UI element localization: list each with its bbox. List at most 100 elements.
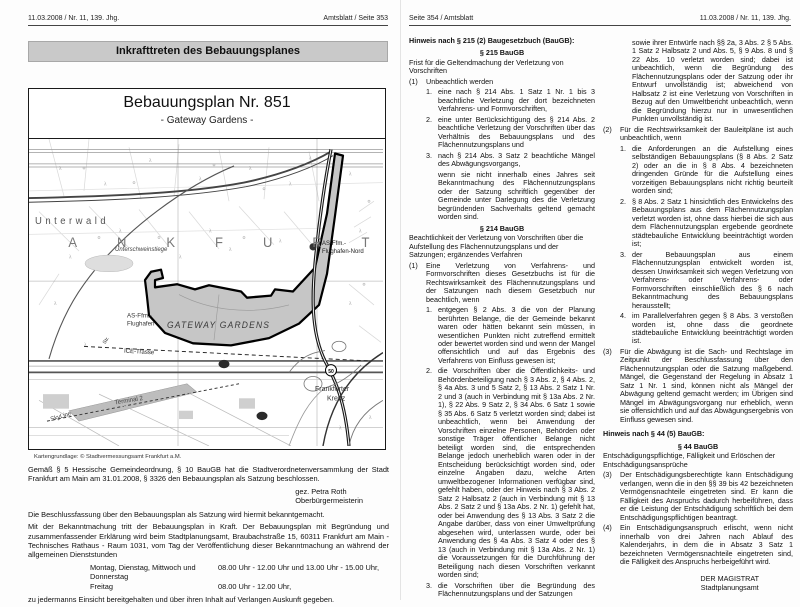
- header-date: 11.03.2008 / Nr. 11, 139. Jhg.: [28, 15, 120, 22]
- city-map: λ λ λ λ λ λ λ λ λ λ λ λ λ λ λ λ λ λ λ λ: [29, 139, 383, 446]
- hinweis-215-heading: Hinweis nach § 215 (2) Baugesetzbuch (Ba…: [409, 36, 575, 45]
- page-header: 11.03.2008 / Nr. 11, 139. Jhg. Amtsblatt…: [28, 15, 388, 26]
- item-number: 4.: [620, 311, 626, 321]
- map-texture: [29, 139, 383, 343]
- svg-text:λ: λ: [309, 156, 312, 162]
- svg-text:λ: λ: [84, 342, 87, 348]
- interchange-ramps: [288, 340, 362, 392]
- rail-line: [29, 150, 334, 203]
- closing-paragraph: zu jedermanns Einsicht bereitgehalten un…: [28, 594, 335, 604]
- list-item: 2. § 8 Abs. 2 Satz 1 hinsichtlich des En…: [620, 196, 793, 249]
- svg-text:λ: λ: [369, 415, 372, 421]
- resolution-paragraph: Gemäß § 5 Hessische Gemeindeordnung, § 1…: [28, 465, 389, 484]
- unterschweinstiege-area: [84, 254, 134, 273]
- ice-track: [83, 345, 370, 362]
- map-label-kreuz-1: Frankfurter: [315, 385, 350, 393]
- map-label-as-ffm-2: Flughafen: [127, 321, 155, 328]
- svg-text:λ: λ: [104, 182, 107, 188]
- svg-text:λ: λ: [179, 254, 182, 260]
- item-number: 1.: [426, 87, 432, 97]
- map-label-skyline: SkyLine: [50, 410, 73, 423]
- paragraph-text: Für die Abwägung ist die Sach- und Recht…: [620, 346, 793, 424]
- svg-text:λ: λ: [229, 247, 232, 253]
- map-label-unterschweinstiege: Unterschweinstiege: [115, 246, 168, 253]
- paragraph-number: (3): [603, 346, 612, 356]
- section-214-subtitle: Beachtlichkeit der Verletzung von Vorsch…: [409, 233, 584, 260]
- list-item: 2. die Vorschriften über die Öffentlichk…: [426, 367, 595, 579]
- effective-paragraph: Mit der Bekanntmachung tritt der Bebauun…: [28, 522, 389, 560]
- item-text: der Bebauungsplan aus einem Flächennutzu…: [632, 249, 793, 310]
- route-badge-50: 50: [325, 364, 337, 377]
- map-label-str: Str.: [102, 336, 111, 346]
- item-number: 3.: [426, 150, 432, 160]
- paragraph-text: Ein Entschädigungsanspruch erlischt, wen…: [620, 523, 793, 567]
- item-text: § 8 Abs. 2 Satz 1 hinsichtlich des Entwi…: [632, 196, 793, 249]
- left-page-body: Gemäß § 5 Hessische Gemeindeordnung, § 1…: [28, 465, 389, 607]
- list-item: 1. entgegen § 2 Abs. 3 die von der Planu…: [426, 305, 595, 365]
- list-item: 3. der Bebauungsplan aus einem Flächennu…: [620, 249, 793, 310]
- opening-hours-time: 08.00 Uhr - 12.00 Uhr und 13.00 Uhr - 15…: [218, 562, 380, 572]
- section-44-title: § 44 BauGB: [677, 441, 719, 451]
- column-1: Hinweis nach § 215 (2) Baugesetzbuch (Ba…: [409, 36, 595, 601]
- header-date: 11.03.2008 / Nr. 11, 139. Jhg.: [699, 15, 791, 22]
- list-item: 3. nach § 214 Abs. 3 Satz 2 beachtliche …: [426, 150, 595, 169]
- magistrat-block: DER MAGISTRAT Stadtplanungsamt: [700, 574, 759, 593]
- item-text: nach § 214 Abs. 3 Satz 2 beachtliche Män…: [438, 150, 595, 169]
- section-44-subtitle: Entschädigungspflichtige, Fälligkeit und…: [603, 451, 776, 469]
- list-item: 3. die Vorschriften über die Begründung …: [426, 580, 595, 599]
- paragraph-number: (2): [603, 124, 612, 134]
- list-item: 4. im Parallelverfahren gegen § 8 Abs. 3…: [620, 311, 793, 346]
- svg-text:λ: λ: [59, 166, 62, 172]
- item-text: entgegen § 2 Abs. 3 die von der Planung …: [438, 305, 595, 365]
- map-label-gateway-gardens: GATEWAY GARDENS: [167, 320, 270, 330]
- svg-text:λ: λ: [199, 176, 202, 182]
- map-caption: Kartengrundlage: © Stadtvermessungsamt F…: [34, 454, 182, 460]
- item-text: die Anforderungen an die Aufstellung ein…: [632, 143, 793, 196]
- signature-block: gez. Petra Roth Oberbürgermeisterin: [295, 487, 363, 506]
- header-pagenumber: Amtsblatt / Seite 353: [323, 15, 388, 22]
- paragraph-text: Eine Verletzung von Verfahrens- und Form…: [426, 260, 595, 304]
- map-title-block: Bebauungsplan Nr. 851 - Gateway Gardens …: [29, 89, 385, 139]
- map-label-ice-trasse: ICE-Trasse: [124, 348, 155, 357]
- item-number: 2.: [426, 366, 432, 376]
- paragraph-text: Für die Rechtswirksamkeit der Bauleitplä…: [620, 124, 793, 143]
- top-roads: [29, 148, 383, 168]
- map-subtitle: - Gateway Gardens -: [160, 115, 254, 126]
- map-title: Bebauungsplan Nr. 851: [123, 94, 291, 111]
- svg-text:λ: λ: [69, 254, 72, 260]
- paragraph-number: (1): [409, 260, 418, 270]
- frankfurter-kreuz-curves: [288, 352, 383, 446]
- list-item: 1. eine nach § 214 Abs. 1 Satz 1 Nr. 1 b…: [426, 87, 595, 114]
- svg-text:λ: λ: [359, 228, 362, 234]
- opening-hours-time: 08.00 Uhr - 12.00 Uhr,: [218, 582, 292, 592]
- plan-area-polygon: [143, 152, 345, 347]
- svg-text:λ: λ: [119, 228, 122, 234]
- paragraph-text: Unbeachtlich werden: [426, 76, 494, 86]
- map-label-kreuz-2: Kreuz: [327, 394, 346, 402]
- svg-text:λ: λ: [349, 301, 352, 307]
- map-box: Bebauungsplan Nr. 851 - Gateway Gardens …: [28, 88, 386, 450]
- svg-text:λ: λ: [249, 166, 252, 172]
- svg-text:λ: λ: [209, 228, 212, 234]
- item-text: im Parallelverfahren gegen § 8 Abs. 3 ve…: [632, 311, 793, 346]
- svg-text:λ: λ: [54, 301, 57, 307]
- svg-text:λ: λ: [349, 171, 352, 177]
- svg-text:50: 50: [328, 369, 334, 375]
- paragraph: (1) Eine Verletzung von Verfahrens- und …: [409, 260, 595, 304]
- item-number: 3.: [620, 249, 626, 259]
- svg-text:λ: λ: [289, 182, 292, 188]
- svg-text:λ: λ: [279, 239, 282, 245]
- paragraph-number: (3): [603, 470, 612, 480]
- section-215-subtitle: Frist für die Geltendmachung der Verletz…: [409, 57, 564, 76]
- item-text: die Vorschriften über die Begründung des…: [438, 580, 595, 599]
- paragraph: (2) Für die Rechtswirksamkeit der Baulei…: [603, 124, 793, 143]
- map-label-frankfurt: FRANKFURT: [29, 235, 383, 250]
- item-text: eine unter Berücksichtigung des § 214 Ab…: [438, 114, 595, 150]
- gazette-page-353: 11.03.2008 / Nr. 11, 139. Jhg. Amtsblatt…: [0, 0, 400, 604]
- section-214-title: § 214 BauGB: [479, 223, 525, 233]
- paragraph-text: Der Entschädigungsberechtigte kann Entsc…: [620, 470, 793, 522]
- column-2: sowie ihrer Entwürfe nach §§ 2a, 3 Abs. …: [603, 37, 793, 593]
- paragraph: (1) Unbeachtlich werden: [409, 76, 595, 86]
- map-label-unterwald: Unterwald: [35, 216, 109, 227]
- item-number: 2.: [620, 196, 626, 206]
